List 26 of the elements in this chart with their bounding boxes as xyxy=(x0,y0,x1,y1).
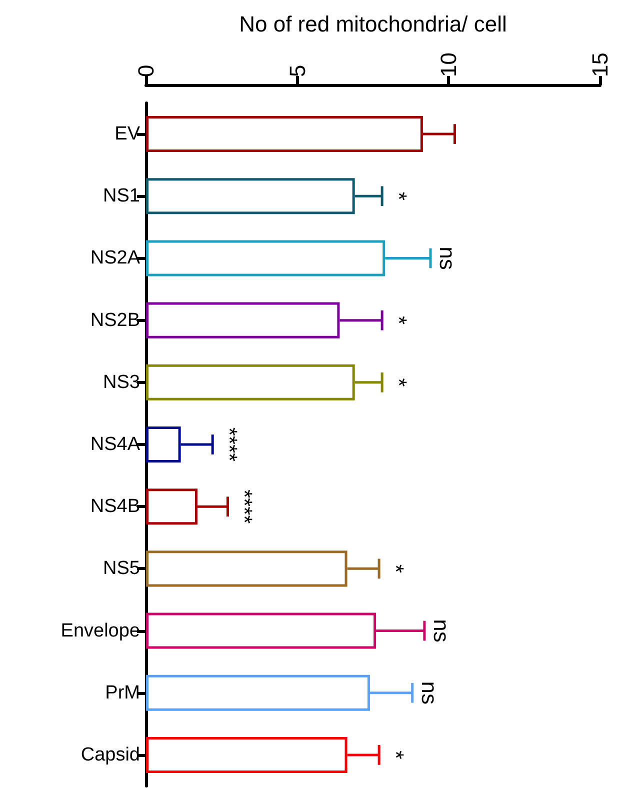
y-tick-label: EV xyxy=(114,124,140,145)
data-label: **** xyxy=(232,489,258,524)
data-label: * xyxy=(384,750,409,760)
y-tick-label: NS5 xyxy=(103,558,140,580)
y-tick-label: NS4A xyxy=(90,434,140,455)
x-tick-label: 0 xyxy=(134,64,158,77)
y-tick-label: NS4B xyxy=(90,496,140,518)
data-label: * xyxy=(386,378,412,388)
x-axis-title: No of red mitochondria/ cell xyxy=(239,12,507,36)
data-label: ns xyxy=(428,619,454,642)
data-label: * xyxy=(386,316,412,326)
data-label: * xyxy=(384,564,409,574)
data-label: * xyxy=(386,192,412,201)
data-label: ns xyxy=(435,246,460,270)
y-tick-label: Capsid xyxy=(80,744,140,766)
x-tick-label: 5 xyxy=(284,64,310,77)
data-label: ns xyxy=(416,681,442,704)
x-tick-label: 15 xyxy=(588,52,612,77)
y-tick-label: Envelope xyxy=(60,620,140,642)
y-tick-label: NS2B xyxy=(90,310,140,331)
y-tick-label: NS2A xyxy=(90,248,140,269)
y-tick-label: NS1 xyxy=(103,186,140,207)
y-tick-label: NS3 xyxy=(103,372,140,393)
data-label: **** xyxy=(217,427,242,462)
x-tick-label: 10 xyxy=(436,52,462,77)
y-tick-label: PrM xyxy=(105,682,140,704)
